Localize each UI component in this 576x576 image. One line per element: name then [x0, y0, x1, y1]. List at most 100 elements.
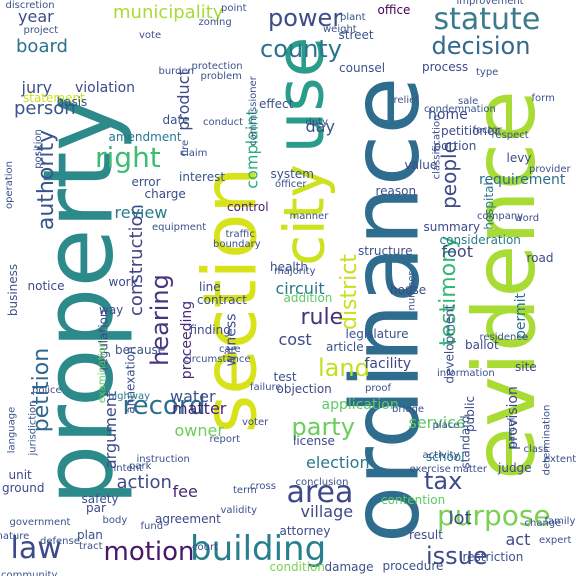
word-weight: weight: [323, 24, 357, 35]
word-matter: matter: [453, 464, 487, 475]
word-exercise: exercise: [409, 464, 451, 475]
word-term: term: [233, 485, 257, 496]
word-because: because: [115, 343, 166, 357]
word-bridge: bridge: [392, 404, 425, 415]
word-structure: structure: [358, 244, 413, 258]
word-finding: finding: [189, 323, 231, 337]
word-nature: nature: [0, 531, 30, 542]
word-issue: issue: [426, 542, 488, 570]
word-annexation: annexation: [123, 346, 138, 414]
word-zoning: zoning: [198, 17, 232, 28]
word-area: area: [286, 475, 354, 510]
word-conclusion: conclusion: [295, 477, 349, 488]
word-party: party: [291, 413, 355, 441]
word-public: public: [463, 395, 478, 433]
word-instruction: instruction: [136, 454, 190, 465]
word-statement: statement: [23, 91, 85, 105]
word-process: process: [422, 60, 469, 74]
word-way: way: [99, 303, 124, 317]
word-expert: expert: [539, 535, 572, 546]
word-law: law: [10, 531, 62, 566]
word-building: building: [190, 529, 327, 569]
word-traffic: traffic: [225, 229, 255, 240]
word-sale: sale: [458, 96, 479, 107]
word-value: value: [404, 158, 438, 172]
word-police: police: [32, 385, 62, 396]
word-ground: ground: [2, 481, 45, 495]
word-charge: charge: [144, 187, 186, 201]
word-problem: problem: [200, 71, 242, 82]
word-power: power: [268, 4, 343, 32]
word-decision: decision: [431, 32, 531, 60]
word-right: right: [95, 141, 161, 174]
word-procedure: procedure: [382, 559, 444, 573]
word-foot: foot: [441, 242, 473, 261]
word-type: type: [476, 67, 499, 78]
word-vote: vote: [139, 30, 162, 41]
word-summary: summary: [423, 220, 481, 234]
word-amendment: amendment: [108, 130, 182, 144]
word-school: school: [426, 450, 465, 464]
word-respect: respect: [491, 130, 529, 141]
word-parcel: parcel: [505, 417, 517, 449]
word-unit: unit: [8, 468, 32, 482]
word-attorney: attorney: [279, 524, 331, 538]
word-park: park: [129, 461, 152, 472]
word-record: record: [122, 391, 206, 421]
word-plant: plant: [340, 12, 366, 23]
word-line: line: [199, 280, 221, 294]
word-rule: rule: [300, 305, 344, 330]
word-cost: cost: [278, 330, 312, 349]
word-contract: contract: [197, 293, 247, 307]
word-language: language: [5, 406, 17, 454]
word-improvement: improvement: [456, 0, 524, 7]
word-circumstance: circumstance: [183, 354, 251, 365]
word-legislature: legislature: [345, 327, 409, 341]
word-village: village: [300, 502, 354, 521]
word-ballot: ballot: [465, 338, 499, 352]
word-action: action: [116, 472, 172, 493]
word-conduct: conduct: [203, 117, 244, 128]
word-owner: owner: [174, 421, 224, 440]
word-voter: voter: [242, 417, 269, 428]
word-discretion: discretion: [5, 0, 55, 11]
word-basis: basis: [56, 95, 88, 109]
word-license: license: [293, 434, 335, 448]
word-residence: residence: [479, 332, 529, 343]
word-street: street: [338, 28, 374, 42]
word-circuit: circuit: [275, 279, 325, 298]
word-review: review: [114, 203, 168, 222]
word-project: project: [23, 25, 59, 36]
word-fee: fee: [172, 482, 198, 501]
word-article: article: [326, 340, 364, 354]
word-levy: levy: [506, 151, 532, 165]
word-year: year: [18, 7, 54, 26]
word-facility: facility: [364, 356, 412, 372]
word-health: health: [270, 260, 308, 274]
word-commissioner: commissioner: [247, 76, 259, 146]
word-motion: motion: [103, 537, 195, 567]
word-damage: damage: [324, 560, 374, 574]
word-condition: condition: [269, 560, 325, 574]
word-counsel: counsel: [339, 61, 386, 75]
word-service: service: [408, 413, 466, 432]
word-fund: fund: [140, 521, 164, 532]
word-change: change: [524, 518, 562, 529]
word-validity: validity: [220, 505, 258, 516]
word-land: land: [318, 354, 370, 382]
word-work: work: [108, 275, 138, 289]
word-examination: examination: [97, 340, 109, 404]
word-highway: highway: [108, 391, 151, 402]
word-point: point: [221, 3, 247, 14]
word-cross: cross: [250, 481, 276, 492]
word-requirement: requirement: [479, 172, 566, 188]
word-home: home: [428, 107, 468, 123]
word-failure: failure: [250, 382, 282, 393]
word-protection: protection: [191, 61, 243, 72]
word-election: election: [306, 453, 370, 472]
word-community: community: [1, 570, 58, 576]
word-position: position: [32, 129, 44, 169]
word-care: care: [219, 344, 241, 355]
word-consideration: consideration: [439, 233, 521, 247]
word-activity: activity: [422, 450, 460, 461]
